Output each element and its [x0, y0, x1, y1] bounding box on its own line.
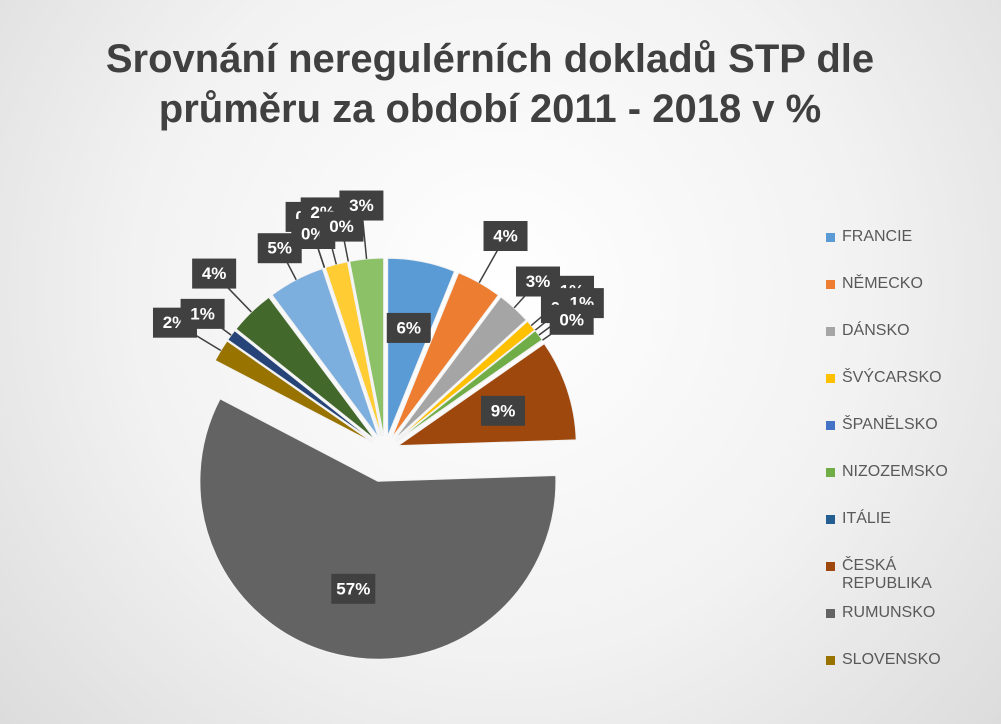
label-text: 5%: [267, 239, 292, 258]
pie-slice: [271, 268, 379, 438]
label-text: 4%: [493, 226, 518, 245]
label-text: 6%: [396, 318, 421, 337]
label-text: 0%: [559, 310, 584, 329]
label-box: [549, 304, 594, 335]
data-label: 57%: [331, 573, 376, 604]
legend-label: FRANCIE: [842, 228, 913, 245]
pie-slice: [235, 296, 376, 441]
label-text: 3%: [349, 196, 374, 215]
label-text: 0%: [329, 217, 354, 236]
legend-label: DÁNSKO: [842, 322, 910, 339]
pie-slice: [396, 339, 543, 443]
label-box: [386, 312, 431, 343]
data-label: 4%: [192, 258, 237, 289]
legend-swatch: [826, 562, 835, 571]
legend-item: NĚMECKO: [826, 275, 962, 322]
legend-label: SLOVENSKO: [842, 651, 941, 668]
legend-swatch: [826, 280, 835, 289]
legend-label: RUMUNSKO: [842, 604, 936, 621]
legend-item: SLOVENSKO: [826, 651, 962, 698]
data-label: 3%: [339, 190, 384, 221]
legend: FRANCIE NĚMECKO DÁNSKO ŠVÝCARSKO ŠPANĚLSKO NI…: [826, 228, 976, 698]
legend-swatch: [826, 609, 835, 618]
label-box: [339, 190, 384, 221]
data-label: 6%: [386, 312, 431, 343]
legend-label: ŠPANĚLSKO: [842, 416, 938, 433]
label-text: 0%: [301, 224, 326, 243]
label-box: [192, 258, 237, 289]
legend-item: ITÁLIE: [826, 510, 962, 557]
legend-swatch: [826, 233, 835, 242]
label-text: 9%: [491, 401, 516, 420]
data-label: 0%: [549, 304, 594, 335]
chart-title: Srovnání neregulérních dokladů STP dle p…: [105, 37, 875, 131]
label-text: 1%: [190, 304, 215, 323]
legend-item: ČESKÁ REPUBLIKA: [826, 557, 962, 604]
pie-slice: [349, 257, 385, 437]
legend-swatch: [826, 656, 835, 665]
label-box: [180, 298, 225, 329]
data-label: 9%: [481, 395, 526, 426]
legend-label: ŠVÝCARSKO: [842, 369, 942, 386]
legend-item: RUMUNSKO: [826, 604, 962, 651]
pie-slice: [391, 272, 500, 439]
legend-label: ČESKÁ REPUBLIKA: [842, 557, 932, 592]
data-label: 1%: [180, 298, 225, 329]
label-box: [331, 573, 376, 604]
label-box: [481, 395, 526, 426]
label-text: 4%: [202, 264, 227, 283]
legend-swatch: [826, 327, 835, 336]
pie-slice: [227, 329, 375, 443]
data-label: 4%: [483, 221, 528, 252]
pie-slice: [347, 261, 383, 437]
pie-slice: [199, 398, 557, 660]
legend-label: NĚMECKO: [842, 275, 923, 292]
legend-item: ŠVÝCARSKO: [826, 369, 962, 416]
legend-item: DÁNSKO: [826, 322, 962, 369]
legend-swatch: [826, 421, 835, 430]
label-box: [483, 221, 528, 252]
legend-swatch: [826, 468, 835, 477]
legend-label: ITÁLIE: [842, 510, 891, 527]
legend-item: FRANCIE: [826, 228, 962, 275]
label-text: 3%: [526, 272, 551, 291]
legend-item: ŠPANĚLSKO: [826, 416, 962, 463]
legend-item: NIZOZEMSKO: [826, 463, 962, 510]
pie-slice: [396, 343, 577, 447]
legend-swatch: [826, 374, 835, 383]
label-text: 57%: [336, 579, 370, 598]
pie-slice: [387, 257, 456, 437]
legend-label: NIZOZEMSKO: [842, 463, 948, 480]
legend-swatch: [826, 515, 835, 524]
